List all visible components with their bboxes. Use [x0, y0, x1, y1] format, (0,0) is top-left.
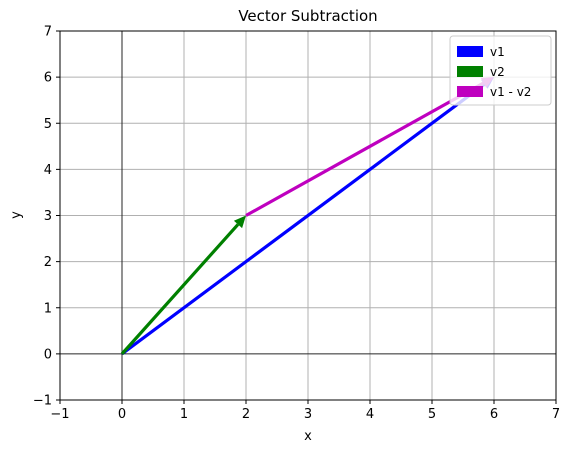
- x-tick-label: 4: [366, 407, 374, 422]
- y-tick-label: 4: [44, 163, 52, 178]
- y-axis-label: y: [9, 211, 24, 219]
- legend-swatch: [457, 66, 483, 77]
- legend: v1 v2 v1 - v2: [449, 35, 552, 106]
- x-tick-label: −1: [50, 407, 69, 422]
- legend-label: v2: [490, 65, 505, 79]
- y-tick-label: 6: [44, 71, 52, 86]
- x-tick-label: 1: [180, 407, 188, 422]
- x-tick-label: 5: [428, 407, 436, 422]
- ticks: −1 0 1 2 3 4 5 6 7 −1 0 1 2 3 4 5 6 7: [33, 25, 560, 423]
- x-tick-label: 2: [242, 407, 250, 422]
- x-tick-label: 3: [304, 407, 312, 422]
- vector-v2: [120, 215, 246, 355]
- y-tick-label: 7: [44, 25, 52, 40]
- chart-title: Vector Subtraction: [238, 7, 377, 25]
- x-axis-label: x: [304, 429, 312, 444]
- zero-axes: [60, 31, 556, 400]
- legend-label: v1: [490, 45, 505, 59]
- legend-swatch: [457, 86, 483, 97]
- vector-shaft: [121, 83, 486, 356]
- vector-arrowhead: [233, 215, 246, 229]
- y-tick-label: 3: [44, 209, 52, 224]
- legend-label: v1 - v2: [490, 85, 531, 99]
- y-tick-label: 2: [44, 255, 52, 270]
- y-tick-label: 0: [44, 347, 52, 362]
- y-tick-label: 5: [44, 117, 52, 132]
- x-tick-label: 6: [490, 407, 498, 422]
- y-tick-label: 1: [44, 301, 52, 316]
- legend-swatch: [457, 46, 483, 57]
- vector-shaft: [245, 81, 485, 217]
- vector-shaft: [120, 223, 240, 355]
- x-tick-label: 0: [118, 407, 126, 422]
- x-tick-label: 7: [552, 407, 560, 422]
- y-tick-label: −1: [33, 394, 52, 409]
